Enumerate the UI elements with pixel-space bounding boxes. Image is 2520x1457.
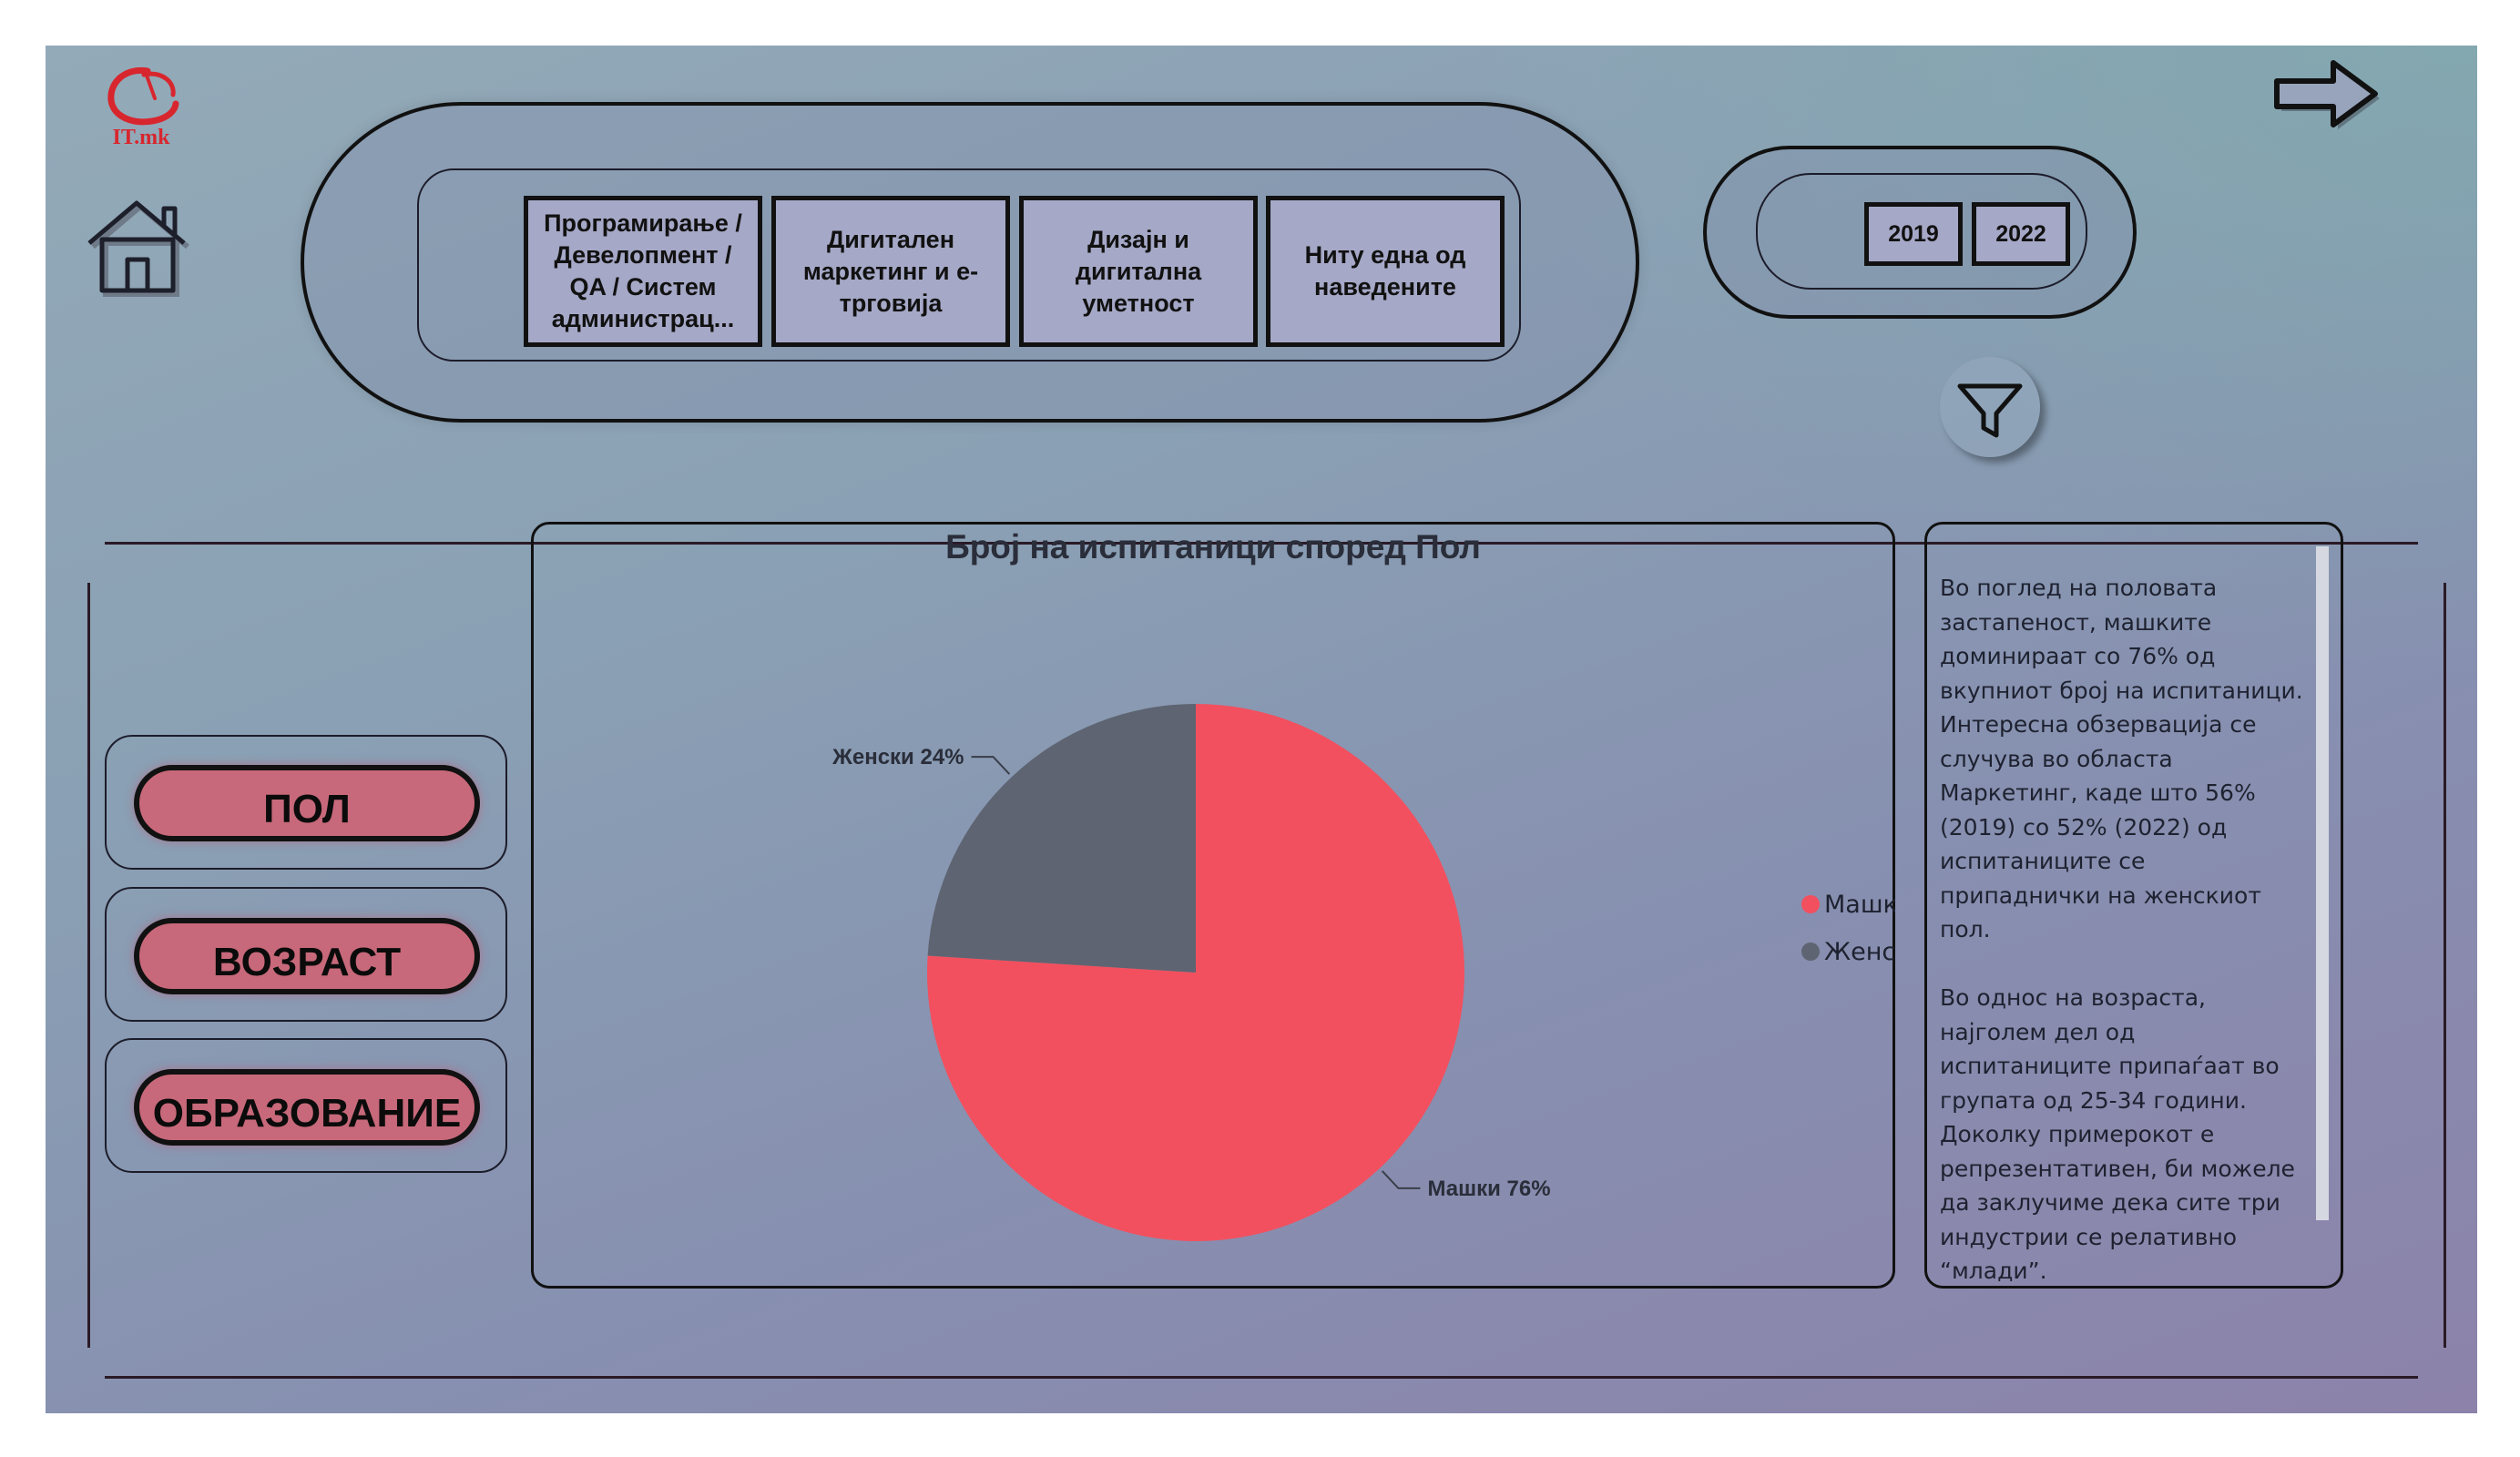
home-icon[interactable] — [80, 187, 199, 305]
nav-age-button[interactable]: ВОЗРАСТ — [134, 918, 480, 994]
year-slicer-frame — [1756, 173, 2087, 290]
legend-label[interactable]: Машки — [1824, 891, 1895, 919]
pie-leader-line — [971, 756, 1011, 775]
top-divider — [105, 542, 2418, 545]
category-slicer-frame — [417, 168, 1521, 362]
insights-scrollbar[interactable] — [2316, 546, 2329, 1220]
year-2019-button[interactable]: 2019 — [1864, 202, 1963, 266]
legend-label[interactable]: Женски — [1824, 938, 1895, 966]
insights-panel — [1924, 522, 2343, 1289]
chart-title: Број на испитаници според Пол — [945, 528, 1481, 565]
pie-data-label: Машки 76% — [1427, 1177, 1550, 1201]
nav-gender-button[interactable]: ПОЛ — [134, 765, 480, 841]
category-none-button[interactable]: Ниту една од наведените — [1266, 196, 1505, 347]
itmk-logo — [107, 66, 179, 126]
nav-age-frame — [105, 887, 507, 1022]
category-label: Дигитален маркетинг и е-трговија — [802, 225, 979, 317]
nav-education-button[interactable]: ОБРАЗОВАНИЕ — [134, 1069, 480, 1146]
category-programming-button[interactable]: Програмирање / Девелопмент / QA / Систем… — [524, 196, 762, 347]
insight-paragraph: Во поглед на половата застапеност, машки… — [1940, 575, 2303, 942]
category-marketing-button[interactable]: Дигитален маркетинг и е-трговија — [771, 196, 1010, 347]
category-label: Програмирање / Девелопмент / QA / Систем… — [544, 209, 742, 332]
filter-icon — [1957, 383, 2023, 438]
category-label: Ниту една од наведените — [1304, 241, 1466, 301]
category-design-button[interactable]: Дизајн и дигитална уметност — [1019, 196, 1258, 347]
category-label: Дизајн и дигитална уметност — [1075, 225, 1202, 317]
bottom-divider — [105, 1376, 2418, 1379]
legend-marker — [1801, 942, 1820, 961]
gender-chart-panel — [531, 522, 1895, 1289]
next-page-arrow-icon[interactable] — [2268, 50, 2386, 141]
left-divider — [87, 583, 90, 1348]
pie-data-label: Женски 24% — [831, 745, 964, 769]
year-2022-button[interactable]: 2022 — [1972, 202, 2070, 266]
pie-slice-1[interactable] — [927, 704, 1196, 973]
nav-gender-frame — [105, 735, 507, 870]
logo-text: IT.mk — [112, 126, 170, 149]
filter-button[interactable] — [1940, 357, 2040, 457]
pie-leader-line — [1381, 1170, 1421, 1189]
nav-education-frame — [105, 1038, 507, 1173]
gender-pie-chart: Машки 76% Женски 24% Машки Женски — [831, 704, 1895, 1241]
right-divider — [2443, 583, 2446, 1348]
insights-text: Во поглед на половата застапеност, машки… — [1940, 571, 2309, 1281]
insight-paragraph: Во однос на возраста, најголем дел од ис… — [1940, 984, 2295, 1281]
legend-marker — [1801, 895, 1820, 913]
